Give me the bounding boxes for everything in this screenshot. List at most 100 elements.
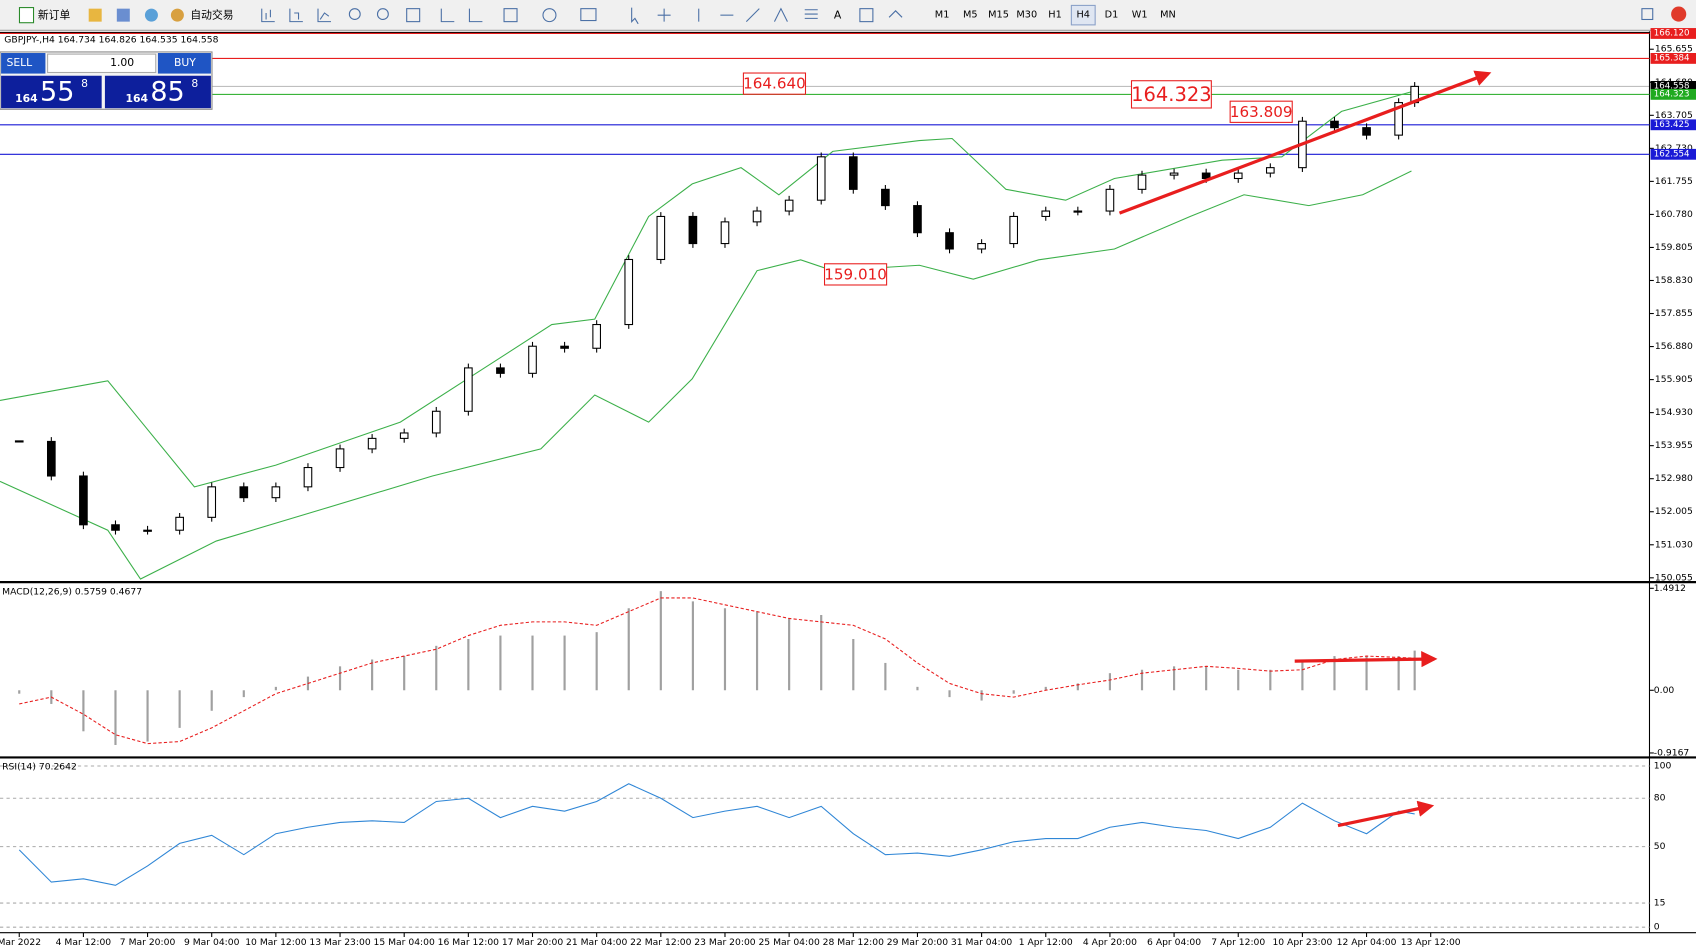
x-tick-label: 13 Mar 23:00	[309, 937, 370, 948]
bollinger-band	[0, 170, 1412, 580]
trendline-icon[interactable]	[745, 8, 760, 23]
fibo-icon[interactable]	[804, 9, 818, 19]
new-order-icon[interactable]	[18, 7, 35, 24]
x-tick-label: 10 Apr 23:00	[1272, 937, 1332, 948]
y-tick-label: 161.755	[1655, 176, 1693, 187]
price-level-box	[1650, 148, 1696, 160]
icon[interactable]	[580, 8, 597, 22]
rsi-title: RSI(14) 70.2642	[2, 762, 77, 773]
candle	[1041, 210, 1051, 217]
timeframe-button[interactable]: H4	[1077, 10, 1090, 21]
y-tick-label: 100	[1654, 761, 1672, 772]
timeframe-button[interactable]: H1	[1048, 10, 1061, 21]
icon[interactable]	[88, 8, 102, 22]
icon[interactable]	[144, 8, 158, 22]
y-tick-label: 165.655	[1655, 44, 1693, 55]
new-order-button[interactable]: 新订单	[38, 8, 71, 22]
candle	[977, 243, 986, 250]
y-tick-label: 152.980	[1655, 473, 1693, 484]
icon[interactable]	[468, 8, 483, 23]
buy-price-point[interactable]: 8	[191, 77, 198, 90]
icon[interactable]	[261, 8, 275, 23]
icon[interactable]	[348, 8, 361, 21]
auto-trading-icon[interactable]	[170, 8, 184, 22]
icon[interactable]	[376, 8, 389, 21]
icon[interactable]	[317, 8, 331, 23]
buy-price-pips[interactable]: 85	[150, 76, 184, 107]
buy-price-box[interactable]	[104, 75, 211, 109]
label-icon[interactable]	[859, 8, 874, 23]
channel-icon[interactable]	[773, 7, 788, 22]
tool-icons	[261, 7, 903, 25]
volume-field[interactable]	[47, 53, 157, 74]
volume-value[interactable]: 1.00	[110, 56, 134, 69]
crosshair-icon[interactable]	[657, 8, 671, 22]
sell-label[interactable]: SELL	[6, 56, 32, 69]
timeframe-button[interactable]: M1	[935, 10, 950, 21]
candle	[399, 432, 409, 439]
y-tick-label: 152.005	[1655, 506, 1693, 517]
x-tick-label: 9 Mar 04:00	[184, 937, 240, 948]
timeframe-button[interactable]: D1	[1105, 10, 1119, 21]
candle	[592, 323, 601, 349]
price-level-box	[1650, 119, 1696, 131]
candle	[624, 258, 634, 326]
timeframe-button[interactable]: M5	[963, 10, 978, 21]
buy-button[interactable]	[157, 53, 211, 74]
timeframe-button[interactable]: MN	[1160, 10, 1176, 21]
candle	[271, 486, 281, 499]
candle	[143, 529, 152, 532]
annotation-box	[823, 263, 888, 286]
price-level-label: 163.425	[1654, 120, 1690, 130]
candle	[752, 210, 762, 223]
candle	[1265, 167, 1275, 174]
candle	[560, 345, 569, 349]
y-tick-label: 154.930	[1655, 407, 1693, 418]
y-tick-label: 1.4912	[1654, 583, 1686, 594]
candle	[367, 437, 377, 450]
timeframe-button[interactable]: W1	[1132, 10, 1148, 21]
buy-label[interactable]: BUY	[174, 56, 196, 69]
annotation: 164.323	[1131, 83, 1212, 106]
bollinger-band	[0, 91, 1412, 488]
price-level-label: 164.323	[1654, 89, 1690, 99]
shapes-icon[interactable]	[888, 10, 903, 18]
candle	[303, 466, 313, 488]
timeframes: M1 M5 M15 M30 H1 H4 D1 W1 MN	[935, 4, 1176, 26]
cursor-icon[interactable]	[631, 7, 639, 25]
y-tick-label: 0.00	[1654, 685, 1675, 696]
x-tick-label: 28 Mar 12:00	[823, 937, 884, 948]
timeframe-button[interactable]: M15	[988, 10, 1009, 21]
candle	[528, 345, 537, 374]
y-tick-label: 153.955	[1655, 440, 1693, 451]
y-tick-label: 159.805	[1655, 242, 1693, 253]
candle	[1105, 188, 1115, 212]
y-tick-label: 151.030	[1655, 539, 1693, 550]
icon[interactable]	[440, 8, 455, 23]
sell-price-big[interactable]: 164	[15, 92, 38, 105]
buy-price-big[interactable]: 164	[125, 92, 148, 105]
icon[interactable]	[289, 8, 303, 23]
sell-price-point[interactable]: 8	[81, 77, 88, 90]
text-tool[interactable]: A	[834, 9, 842, 22]
x-tick-label: 4 Apr 20:00	[1083, 937, 1137, 948]
icon[interactable]	[503, 8, 518, 23]
x-tick-label: 1 Apr 12:00	[1019, 937, 1073, 948]
candle	[720, 221, 730, 245]
icon[interactable]	[406, 8, 421, 23]
candle	[1233, 172, 1243, 180]
chart-bg	[0, 31, 1696, 950]
icon[interactable]	[542, 8, 557, 23]
sell-button[interactable]	[1, 53, 46, 74]
sell-price-box[interactable]	[1, 75, 102, 109]
auto-trading-button[interactable]: 自动交易	[190, 8, 233, 22]
timeframe-active[interactable]	[1070, 4, 1096, 26]
sell-price-pips[interactable]: 55	[40, 76, 74, 107]
icon[interactable]	[116, 8, 130, 22]
notification-icon[interactable]	[1671, 6, 1687, 22]
price-level-label: 162.554	[1654, 149, 1690, 159]
search-icon[interactable]	[1641, 8, 1654, 21]
toolbar-bg	[0, 0, 1696, 31]
price-level-label: 164.558	[1654, 81, 1690, 91]
timeframe-button[interactable]: M30	[1016, 10, 1037, 21]
